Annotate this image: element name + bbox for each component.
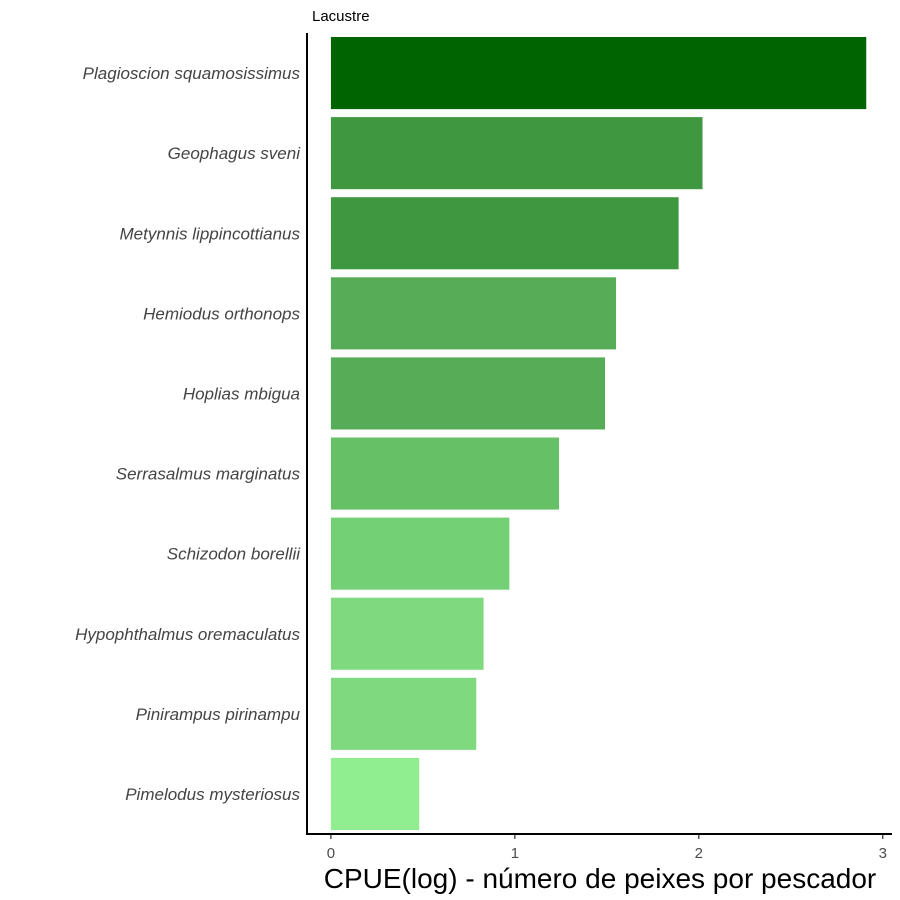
- category-labels: Plagioscion squamosissimus Geophagus sven…: [75, 64, 301, 804]
- bar: [330, 437, 560, 510]
- bar: [330, 597, 484, 670]
- category-label: Pinirampus pirinampu: [136, 705, 301, 724]
- x-tick-label: 0: [327, 845, 335, 862]
- bar: [330, 117, 703, 190]
- category-label: Hypophthalmus oremaculatus: [75, 625, 300, 644]
- bar: [330, 277, 617, 350]
- x-tick-label: 3: [879, 845, 887, 862]
- bar: [330, 357, 606, 430]
- category-label: Geophagus sveni: [168, 144, 302, 163]
- category-label: Serrasalmus marginatus: [116, 465, 301, 484]
- category-label: Schizodon borellii: [167, 545, 301, 564]
- x-axis-ticks: 0 1 2 3: [327, 834, 887, 862]
- bar: [330, 197, 679, 270]
- category-label: Hoplias mbigua: [183, 384, 300, 403]
- bar: [330, 757, 420, 830]
- category-label: Plagioscion squamosissimus: [83, 64, 301, 83]
- x-tick-label: 1: [511, 845, 519, 862]
- bar: [330, 37, 867, 110]
- category-label: Metynnis lippincottianus: [120, 224, 301, 243]
- x-axis-title: CPUE(log) - número de peixes por pescado…: [324, 863, 876, 894]
- category-label: Pimelodus mysteriosus: [125, 785, 300, 804]
- bar: [330, 677, 477, 750]
- bar: [330, 517, 510, 590]
- facet-title: Lacustre: [312, 8, 370, 25]
- x-tick-label: 2: [695, 845, 703, 862]
- category-label: Hemiodus orthonops: [143, 304, 300, 323]
- bars-group: [330, 37, 867, 830]
